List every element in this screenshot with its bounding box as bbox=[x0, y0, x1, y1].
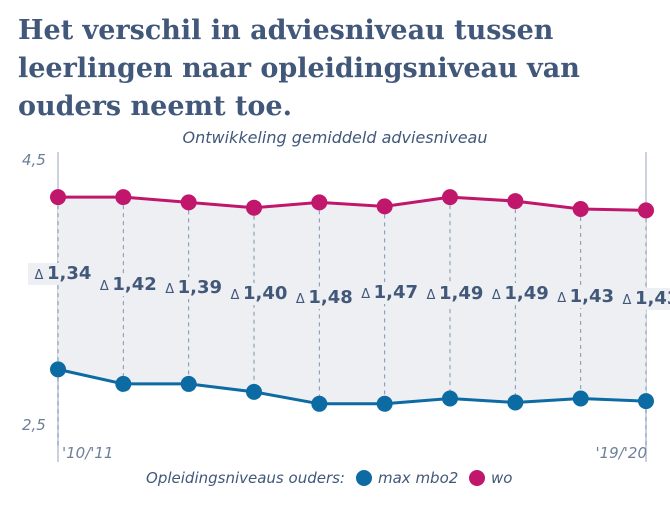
difference-delta-symbol: Δ bbox=[492, 288, 501, 303]
data-point-max-mbo2 bbox=[638, 393, 654, 410]
data-point-max-mbo2 bbox=[50, 361, 66, 378]
y-tick-label: 2,5 bbox=[22, 416, 46, 434]
difference-label: 1,39 bbox=[178, 277, 222, 298]
data-point-wo bbox=[311, 194, 328, 211]
difference-label-bg bbox=[616, 288, 670, 310]
legend-label-max-mbo2: max mbo2 bbox=[378, 469, 458, 487]
legend-marker-max-mbo2 bbox=[356, 470, 372, 486]
y-tick-label: 4,5 bbox=[22, 151, 46, 169]
x-tick-label: '19/'20 bbox=[596, 444, 647, 462]
legend-marker-wo bbox=[469, 470, 485, 486]
difference-label-bg bbox=[93, 274, 156, 296]
difference-band bbox=[58, 197, 646, 404]
difference-label: 1,47 bbox=[374, 282, 418, 303]
data-point-max-mbo2 bbox=[180, 375, 197, 392]
difference-label: 1,49 bbox=[439, 283, 483, 304]
data-point-max-mbo2 bbox=[572, 390, 589, 407]
difference-label-bg bbox=[485, 283, 548, 305]
data-point-max-mbo2 bbox=[507, 394, 524, 411]
x-tick-label: '10/'11 bbox=[62, 444, 113, 462]
difference-label-bg bbox=[354, 282, 417, 304]
difference-delta-symbol: Δ bbox=[557, 291, 566, 306]
data-point-wo bbox=[246, 199, 262, 216]
difference-label: 1,40 bbox=[243, 283, 287, 304]
difference-label: 1,49 bbox=[504, 283, 548, 304]
difference-label-bg bbox=[420, 283, 482, 305]
legend-label-wo: wo bbox=[491, 469, 512, 487]
data-point-max-mbo2 bbox=[442, 390, 458, 407]
difference-delta-symbol: Δ bbox=[361, 287, 370, 302]
difference-delta-symbol: Δ bbox=[35, 268, 44, 283]
difference-label: 1,43 bbox=[570, 286, 614, 307]
data-point-wo bbox=[638, 202, 654, 219]
difference-label-bg bbox=[550, 286, 613, 308]
difference-delta-symbol: Δ bbox=[296, 292, 305, 307]
series-line-wo bbox=[58, 195, 647, 212]
data-point-wo bbox=[572, 201, 589, 218]
data-point-max-mbo2 bbox=[376, 395, 393, 412]
difference-delta-symbol: Δ bbox=[623, 293, 632, 308]
difference-delta-symbol: Δ bbox=[427, 288, 436, 303]
data-point-max-mbo2 bbox=[246, 383, 262, 400]
data-point-wo bbox=[442, 189, 458, 206]
data-point-wo bbox=[115, 189, 132, 206]
data-point-wo bbox=[507, 193, 524, 210]
page-title: Het verschil in adviesniveau tussen leer… bbox=[18, 15, 580, 122]
difference-label-bg bbox=[158, 277, 221, 299]
difference-label: 1,42 bbox=[112, 274, 156, 295]
chart-subtitle: Ontwikkeling gemiddeld adviesniveau bbox=[183, 128, 488, 147]
difference-label: 1,34 bbox=[47, 263, 91, 284]
difference-label-bg bbox=[224, 283, 286, 305]
data-point-max-mbo2 bbox=[311, 395, 328, 412]
legend-title: Opleidingsniveaus ouders: bbox=[146, 469, 345, 487]
data-point-wo bbox=[376, 198, 393, 215]
series-line-max-mbo2 bbox=[57, 367, 647, 406]
difference-delta-symbol: Δ bbox=[165, 282, 174, 297]
difference-label: 1,48 bbox=[308, 287, 352, 308]
difference-label-bg bbox=[289, 287, 352, 309]
difference-delta-symbol: Δ bbox=[100, 279, 109, 294]
data-point-wo bbox=[50, 189, 66, 206]
difference-delta-symbol: Δ bbox=[231, 288, 240, 303]
data-point-wo bbox=[180, 194, 197, 211]
data-point-max-mbo2 bbox=[115, 375, 132, 392]
difference-label: 1,43 bbox=[635, 288, 670, 309]
difference-label-bg bbox=[28, 263, 90, 285]
